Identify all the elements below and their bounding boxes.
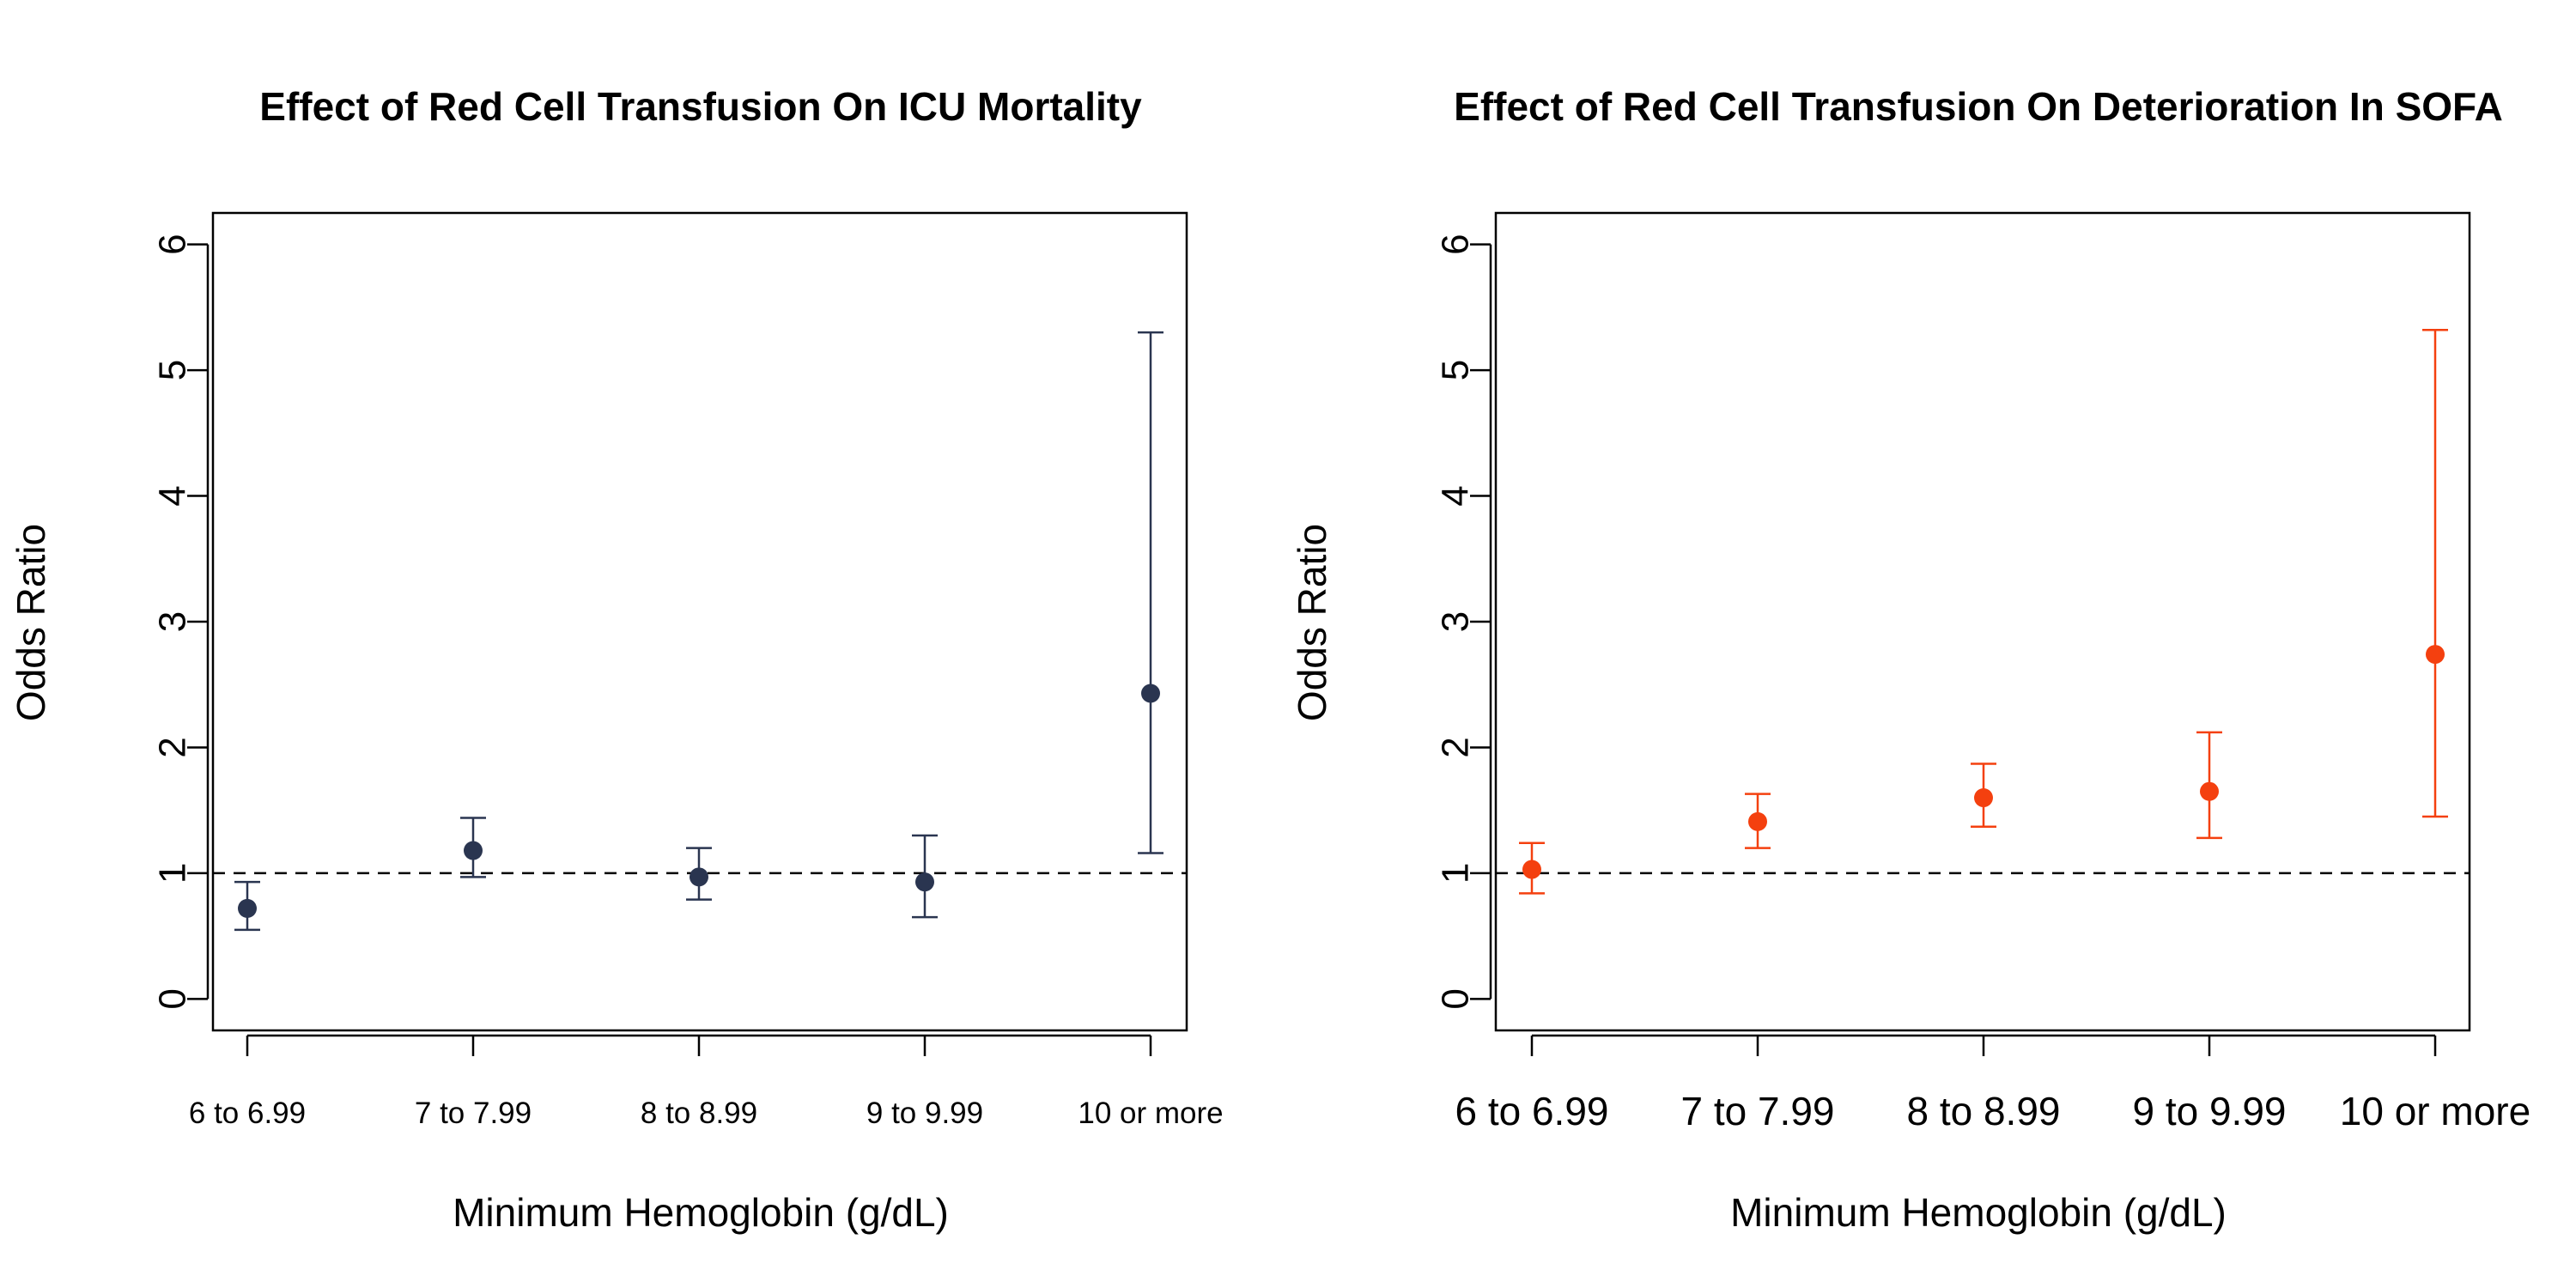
y-tick-label: 0	[1434, 988, 1476, 1009]
sofa-chart: Effect of Red Cell Transfusion On Deteri…	[1290, 84, 2530, 1235]
y-tick-label: 5	[151, 360, 193, 380]
x-tick-label: 7 to 7.99	[1680, 1089, 1834, 1133]
plot-frame	[1494, 211, 2471, 1032]
data-point	[1748, 811, 1767, 831]
x-tick-label: 9 to 9.99	[866, 1097, 983, 1130]
y-tick-label: 5	[1434, 360, 1476, 380]
chart-title: Effect of Red Cell Transfusion On ICU Mo…	[259, 84, 1142, 129]
y-tick-label: 3	[151, 611, 193, 632]
y-tick-label: 2	[151, 737, 193, 757]
y-tick-label: 6	[1434, 234, 1476, 254]
x-tick-label: 8 to 8.99	[1906, 1089, 2060, 1133]
data-point	[1974, 788, 1993, 808]
x-tick-label: 8 to 8.99	[641, 1097, 757, 1130]
x-tick-label: 7 to 7.99	[415, 1097, 532, 1130]
x-tick-label: 9 to 9.99	[2132, 1089, 2286, 1133]
x-tick-label: 10 or more	[2340, 1089, 2530, 1133]
mortality-chart: Effect of Red Cell Transfusion On ICU Mo…	[9, 84, 1224, 1235]
y-tick-label: 1	[1434, 863, 1476, 884]
y-axis-title: Odds Ratio	[1290, 524, 1334, 721]
plot-area: 0 1 2 3 4 5 6 6 to 6.99 7 to 7.99 8 to 8.99 9 to 9…	[1434, 211, 2530, 1133]
y-tick-label: 6	[151, 234, 193, 254]
x-axis-title: Minimum Hemoglobin (g/dL)	[453, 1190, 949, 1235]
y-tick-label: 4	[151, 485, 193, 506]
data-point	[915, 872, 934, 892]
x-tick-label: 10 or more	[1078, 1097, 1223, 1130]
data-point	[1141, 683, 1160, 703]
plot-frame	[211, 211, 1188, 1032]
data-point	[2200, 781, 2219, 801]
y-tick-label: 0	[151, 988, 193, 1009]
x-axis-title: Minimum Hemoglobin (g/dL)	[1730, 1190, 2227, 1235]
y-axis-title: Odds Ratio	[9, 524, 53, 721]
y-tick-label: 3	[1434, 611, 1476, 632]
y-tick-label: 4	[1434, 485, 1476, 506]
data-point	[238, 898, 257, 918]
y-tick-label: 2	[1434, 737, 1476, 757]
plot-area: 0 1 2 3 4 5 6 6 to 6.99 7 to 7.99 8 to 8.99 9 to 9…	[151, 211, 1224, 1130]
data-point	[2426, 645, 2445, 665]
data-point	[690, 867, 708, 887]
y-tick-label: 1	[151, 863, 193, 884]
x-tick-label: 6 to 6.99	[189, 1097, 306, 1130]
x-tick-label: 6 to 6.99	[1455, 1089, 1608, 1133]
data-point	[1522, 860, 1541, 879]
chart-title: Effect of Red Cell Transfusion On Deteri…	[1454, 84, 2503, 129]
data-point	[464, 841, 483, 860]
